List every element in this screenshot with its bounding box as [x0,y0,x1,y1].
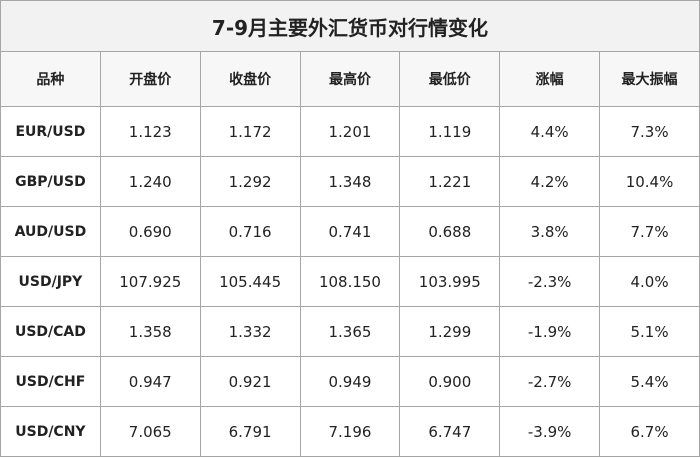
value-cell: 6.7% [599,406,700,457]
value-cell: 3.8% [499,206,601,257]
header-row: 品种 开盘价 收盘价 最高价 最低价 涨幅 最大振幅 [0,51,700,107]
value-cell: 103.995 [399,256,501,307]
value-cell: 1.119 [399,106,501,157]
pair-cell: USD/CNY [0,406,101,457]
value-cell: 5.4% [599,356,700,407]
value-cell: 1.348 [299,156,401,207]
pair-cell: GBP/USD [0,156,101,207]
value-cell: -2.3% [499,256,601,307]
value-cell: 4.0% [599,256,700,307]
table-row: EUR/USD 1.123 1.172 1.201 1.119 4.4% 7.3% [0,106,700,157]
value-cell: 1.299 [399,306,501,357]
value-cell: 5.1% [599,306,700,357]
value-cell: 7.196 [299,406,401,457]
value-cell: 107.925 [99,256,201,307]
value-cell: 0.947 [99,356,201,407]
table-row: USD/CNY 7.065 6.791 7.196 6.747 -3.9% 6.7% [0,406,700,457]
column-header: 最大振幅 [599,51,700,107]
value-cell: 7.065 [99,406,201,457]
value-cell: 1.123 [99,106,201,157]
pair-cell: USD/CAD [0,306,101,357]
value-cell: 0.690 [99,206,201,257]
value-cell: -1.9% [499,306,601,357]
value-cell: -2.7% [499,356,601,407]
value-cell: 0.716 [199,206,301,257]
value-cell: 1.358 [99,306,201,357]
table-title: 7-9月主要外汇货币对行情变化 [0,0,700,52]
table-row: AUD/USD 0.690 0.716 0.741 0.688 3.8% 7.7% [0,206,700,257]
table-row: USD/JPY 107.925 105.445 108.150 103.995 -2.3%… [0,256,700,307]
value-cell: 6.791 [199,406,301,457]
column-header: 开盘价 [99,51,201,107]
value-cell: 0.688 [399,206,501,257]
value-cell: 1.172 [199,106,301,157]
pair-cell: EUR/USD [0,106,101,157]
value-cell: 1.332 [199,306,301,357]
value-cell: 7.7% [599,206,700,257]
value-cell: 0.921 [199,356,301,407]
title-row: 7-9月主要外汇货币对行情变化 [0,0,700,52]
value-cell: 1.221 [399,156,501,207]
column-header: 收盘价 [199,51,301,107]
table-row: GBP/USD 1.240 1.292 1.348 1.221 4.2% 10.4% [0,156,700,207]
table-row: USD/CHF 0.947 0.921 0.949 0.900 -2.7% 5.4% [0,356,700,407]
value-cell: 0.741 [299,206,401,257]
value-cell: 4.4% [499,106,601,157]
column-header: 最高价 [299,51,401,107]
value-cell: 1.292 [199,156,301,207]
value-cell: 6.747 [399,406,501,457]
pair-cell: AUD/USD [0,206,101,257]
pair-cell: USD/JPY [0,256,101,307]
value-cell: 108.150 [299,256,401,307]
table-row: USD/CAD 1.358 1.332 1.365 1.299 -1.9% 5.1% [0,306,700,357]
value-cell: 4.2% [499,156,601,207]
value-cell: 1.201 [299,106,401,157]
value-cell: 1.240 [99,156,201,207]
table-body: EUR/USD 1.123 1.172 1.201 1.119 4.4% 7.3% GBP/U… [0,106,700,457]
pair-cell: USD/CHF [0,356,101,407]
column-header: 品种 [0,51,101,107]
value-cell: 7.3% [599,106,700,157]
value-cell: -3.9% [499,406,601,457]
value-cell: 105.445 [199,256,301,307]
value-cell: 0.949 [299,356,401,407]
value-cell: 10.4% [599,156,700,207]
column-header: 最低价 [399,51,501,107]
value-cell: 1.365 [299,306,401,357]
value-cell: 0.900 [399,356,501,407]
column-header: 涨幅 [499,51,601,107]
